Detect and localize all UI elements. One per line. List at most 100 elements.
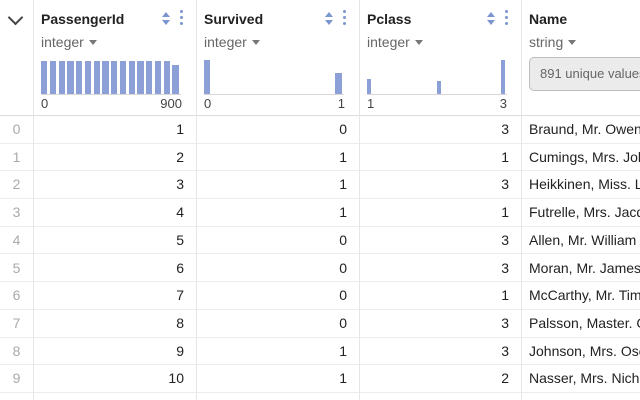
histogram-bar (67, 60, 74, 94)
row-index: 5 (0, 255, 33, 283)
table-cell[interactable]: Nasser, Mrs. Nicholas (522, 365, 640, 393)
column-menu-icon[interactable] (343, 10, 347, 26)
table-cell[interactable]: Allen, Mr. William Henry (522, 227, 640, 255)
table-cell[interactable]: Palsson, Master. Gosta Leonard (522, 310, 640, 338)
axis-min-label: 0 (204, 96, 212, 111)
column-type-select[interactable]: string (529, 34, 577, 50)
column-type-label: integer (204, 34, 247, 50)
table-cell[interactable]: 10 (34, 365, 196, 393)
table-cell[interactable]: 3 (360, 227, 521, 255)
column-type-select[interactable]: integer (204, 34, 260, 50)
table-cell[interactable]: Futrelle, Mrs. Jacques Heath (522, 199, 640, 227)
column-name[interactable]: PassengerId (41, 11, 125, 27)
table-cell[interactable]: 1 (360, 144, 521, 172)
column-passengerid: PassengerId integer 0 900 1 2 3 4 5 6 7 … (34, 0, 197, 400)
row-index: 6 (0, 282, 33, 310)
column-header[interactable]: Survived integer 0 1 (197, 0, 359, 116)
table-cell[interactable]: 3 (360, 171, 521, 200)
table-cell[interactable]: Braund, Mr. Owen Harris (522, 116, 640, 144)
histogram (204, 58, 344, 95)
axis-max-label: 3 (499, 96, 507, 111)
column-name[interactable]: Name (529, 11, 568, 27)
table-cell[interactable]: 3 (360, 255, 521, 283)
table-cell[interactable]: 1 (197, 338, 359, 366)
histogram-bar (500, 60, 505, 94)
table-cell[interactable]: 1 (360, 199, 521, 227)
table-cell[interactable]: Cumings, Mrs. John Bradley (522, 144, 640, 172)
table-cell[interactable]: Moran, Mr. James (522, 255, 640, 283)
column-survived: Survived integer 0 1 0 1 1 1 0 0 0 0 1 1 (197, 0, 360, 400)
row-index: 1 (0, 144, 33, 172)
row-index: 9 (0, 365, 33, 393)
column-type-select[interactable]: integer (367, 34, 423, 50)
caret-down-icon (88, 39, 97, 45)
caret-down-icon (251, 39, 260, 45)
table-cell[interactable]: 3 (360, 338, 521, 366)
histogram (367, 58, 507, 95)
table-cell[interactable]: 2 (360, 365, 521, 393)
table-cell[interactable]: 1 (197, 144, 359, 172)
histogram-bar (204, 60, 211, 94)
column-header[interactable]: Pclass integer 1 3 (360, 0, 521, 116)
column-header[interactable]: PassengerId integer 0 900 (34, 0, 196, 116)
table-cell[interactable]: 3 (360, 310, 521, 338)
index-header (0, 0, 33, 116)
table-cell[interactable]: 3 (360, 116, 521, 144)
sort-icon[interactable] (487, 12, 495, 26)
histogram-bar (119, 60, 126, 94)
histogram-bar (137, 60, 144, 94)
row-index: 7 (0, 310, 33, 338)
histogram-bar (76, 60, 83, 94)
histogram-bar (367, 79, 371, 94)
axis-max-label: 1 (337, 96, 345, 111)
column-menu-icon[interactable] (505, 10, 509, 26)
table-cell[interactable]: 1 (360, 282, 521, 310)
row-index: 8 (0, 338, 33, 366)
column-name-col: Name string 891 unique values Braund, Mr… (522, 0, 640, 400)
column-type-label: integer (367, 34, 410, 50)
table-cell[interactable]: Heikkinen, Miss. Laina (522, 171, 640, 200)
table-cell[interactable]: 0 (197, 227, 359, 255)
column-menu-icon[interactable] (180, 10, 184, 26)
sort-icon[interactable] (325, 12, 333, 26)
table-cell[interactable]: 6 (34, 255, 196, 283)
histogram-bar (335, 72, 342, 94)
table-cell[interactable]: 0 (197, 255, 359, 283)
table-cell[interactable]: 2 (34, 144, 196, 172)
row-index: 2 (0, 171, 33, 200)
table-cell[interactable]: 1 (197, 171, 359, 200)
table-cell[interactable]: 1 (197, 199, 359, 227)
table-cell[interactable]: 4 (34, 199, 196, 227)
column-type-select[interactable]: integer (41, 34, 97, 50)
table-cell[interactable]: 1 (34, 116, 196, 144)
column-pclass: Pclass integer 1 3 3 1 3 1 3 3 1 3 3 2 (360, 0, 522, 400)
table-cell[interactable]: 7 (34, 282, 196, 310)
table-cell[interactable]: 0 (197, 310, 359, 338)
chevron-down-icon[interactable] (7, 9, 24, 26)
table-cell[interactable]: 0 (197, 282, 359, 310)
table-cell[interactable]: Johnson, Mrs. Oscar W (522, 338, 640, 366)
column-name[interactable]: Survived (204, 11, 264, 27)
axis-min-label: 1 (367, 96, 375, 111)
histogram-bar (128, 60, 135, 94)
caret-down-icon (568, 39, 577, 45)
histogram-bar (84, 60, 91, 94)
table-cell[interactable]: 5 (34, 227, 196, 255)
table-cell[interactable]: 9 (34, 338, 196, 366)
histogram-bar (93, 60, 100, 94)
sort-icon[interactable] (162, 12, 170, 26)
row-index: 4 (0, 227, 33, 255)
column-header[interactable]: Name string 891 unique values (522, 0, 640, 116)
unique-values-badge: 891 unique values (529, 57, 640, 91)
row-index: 3 (0, 199, 33, 227)
caret-down-icon (414, 39, 423, 45)
histogram-bar (111, 60, 118, 94)
axis-max-label: 900 (160, 96, 182, 111)
table-cell[interactable]: 0 (197, 116, 359, 144)
column-name[interactable]: Pclass (367, 11, 412, 27)
table-cell[interactable]: McCarthy, Mr. Timothy J (522, 282, 640, 310)
table-cell[interactable]: 1 (197, 365, 359, 393)
histogram-bar (163, 60, 170, 94)
table-cell[interactable]: 3 (34, 171, 196, 200)
table-cell[interactable]: 8 (34, 310, 196, 338)
